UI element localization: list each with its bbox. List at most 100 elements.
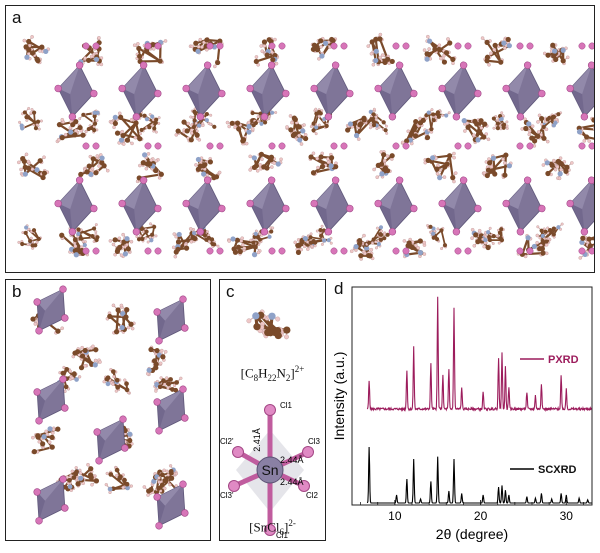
carbon-atom bbox=[428, 224, 433, 229]
carbon-atom bbox=[560, 58, 566, 64]
nitrogen-atom bbox=[267, 234, 272, 239]
carbon-atom bbox=[137, 53, 143, 59]
hydrogen-atom bbox=[559, 167, 563, 172]
carbon-atom bbox=[539, 228, 544, 233]
bond bbox=[492, 158, 496, 175]
carbon-atom bbox=[543, 229, 548, 234]
hydrogen-atom bbox=[255, 168, 260, 173]
carbon-atom bbox=[378, 237, 384, 242]
hydrogen-atom bbox=[154, 234, 158, 238]
carbon-atom bbox=[535, 133, 541, 139]
hydrogen-atom bbox=[380, 53, 385, 57]
carbon-atom bbox=[431, 112, 436, 117]
carbon-atom bbox=[481, 134, 487, 140]
carbon-atom bbox=[63, 384, 69, 390]
hydrogen-atom bbox=[162, 468, 166, 473]
chlorine-atom bbox=[33, 298, 41, 306]
chlorine-atom bbox=[388, 113, 397, 121]
carbon-atom bbox=[211, 175, 217, 181]
carbon-atom bbox=[169, 475, 175, 481]
chlorine-atom bbox=[155, 427, 163, 435]
hydrogen-atom bbox=[383, 232, 387, 236]
chlorine-atom bbox=[267, 61, 276, 69]
hydrogen-atom bbox=[501, 157, 505, 162]
chlorine-ion bbox=[392, 247, 400, 255]
sncl6-octahedron bbox=[118, 61, 162, 121]
bond bbox=[427, 112, 433, 130]
carbon-atom bbox=[308, 154, 314, 160]
carbon-atom bbox=[174, 380, 180, 385]
hydrogen-atom bbox=[111, 382, 115, 386]
nitrogen-atom bbox=[68, 129, 74, 135]
sncl6-octahedron: Sn Cl1 Cl1' Cl2' Cl2 Cl3 Cl3' 2.41Å 2.44… bbox=[220, 401, 321, 540]
nitrogen-atom bbox=[119, 324, 125, 331]
chlorine-ion bbox=[340, 247, 348, 255]
carbon-atom bbox=[30, 243, 35, 248]
chlorine-ion bbox=[578, 142, 586, 150]
nitrogen-atom bbox=[74, 377, 79, 382]
carbon-atom bbox=[310, 46, 316, 52]
organic-cation bbox=[248, 151, 283, 173]
nitrogen-atom bbox=[353, 243, 359, 250]
hydrogen-atom bbox=[422, 240, 427, 245]
hydrogen-atom bbox=[500, 111, 504, 115]
chlorine-atom bbox=[93, 428, 101, 436]
carbon-atom bbox=[136, 45, 142, 52]
nitrogen-atom bbox=[34, 167, 40, 173]
bond bbox=[372, 226, 382, 240]
organic-cation bbox=[171, 227, 199, 259]
carbon-atom bbox=[268, 157, 274, 163]
carbon-atom bbox=[264, 52, 270, 58]
carbon-atom bbox=[124, 381, 129, 387]
hydrogen-atom bbox=[29, 111, 33, 115]
nitrogen-atom bbox=[314, 125, 319, 130]
carbon-atom bbox=[551, 53, 557, 59]
carbon-atom bbox=[558, 161, 564, 167]
chlorine-atom bbox=[474, 204, 482, 213]
carbon-atom bbox=[90, 233, 95, 239]
hydrogen-atom bbox=[260, 157, 264, 162]
nitrogen-atom bbox=[270, 110, 275, 115]
carbon-atom bbox=[72, 132, 78, 138]
hydrogen-atom bbox=[80, 345, 84, 350]
plot-frame bbox=[351, 286, 593, 506]
hydrogen-atom bbox=[98, 360, 102, 364]
hydrogen-atom bbox=[492, 126, 496, 130]
sncl6-octahedron bbox=[502, 61, 546, 121]
nitrogen-atom bbox=[557, 171, 563, 177]
organic-cation bbox=[108, 232, 134, 259]
atom-sn bbox=[256, 456, 284, 484]
carbon-atom bbox=[431, 235, 436, 240]
hydrogen-atom bbox=[165, 376, 169, 380]
nitrogen-atom bbox=[431, 231, 436, 236]
chlorine-atom bbox=[121, 444, 129, 452]
nitrogen-atom bbox=[424, 56, 430, 62]
hydrogen-atom bbox=[546, 226, 550, 230]
nitrogen-atom bbox=[560, 47, 566, 53]
hydrogen-atom bbox=[174, 234, 178, 239]
sncl6-octahedron bbox=[374, 61, 418, 121]
carbon-atom bbox=[497, 230, 502, 235]
carbon-atom bbox=[551, 114, 557, 119]
carbon-atom bbox=[202, 233, 208, 238]
carbon-atom bbox=[412, 133, 419, 139]
hydrogen-atom bbox=[172, 232, 177, 236]
nitrogen-atom bbox=[112, 114, 118, 120]
carbon-atom bbox=[251, 123, 256, 128]
carbon-atom bbox=[93, 478, 100, 484]
hydrogen-atom bbox=[299, 142, 304, 146]
chlorine-ion bbox=[330, 42, 338, 50]
nitrogen-atom bbox=[43, 48, 49, 55]
hydrogen-atom bbox=[472, 243, 477, 248]
hydrogen-atom bbox=[217, 170, 222, 175]
crystal-packing-view-a bbox=[17, 32, 594, 261]
hydrogen-atom bbox=[274, 111, 278, 114]
carbon-atom bbox=[371, 119, 376, 124]
hydrogen-atom bbox=[102, 380, 106, 384]
hydrogen-atom bbox=[50, 431, 55, 435]
carbon-atom bbox=[24, 115, 29, 120]
carbon-atom bbox=[381, 120, 386, 125]
bond bbox=[503, 154, 507, 176]
carbon-atom bbox=[378, 232, 383, 237]
chlorine-atom bbox=[196, 113, 205, 121]
